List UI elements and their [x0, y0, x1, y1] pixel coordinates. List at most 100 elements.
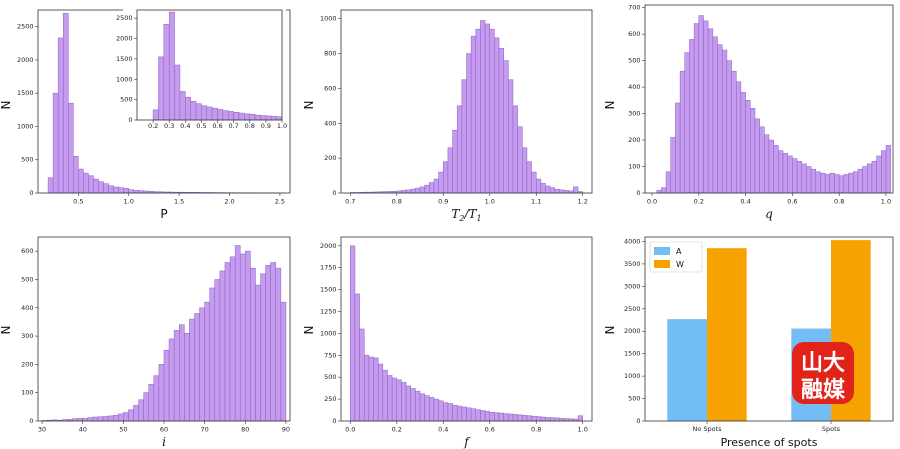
x-tick-label: 1.0: [485, 198, 495, 206]
histogram-bar: [820, 172, 826, 194]
x-axis-label: q: [765, 207, 773, 221]
y-tick-label: 2000: [624, 327, 641, 335]
histogram-bar: [222, 110, 229, 121]
y-axis-label: N: [603, 101, 617, 110]
histogram-bar: [531, 171, 537, 194]
y-tick-label: 300: [628, 110, 640, 118]
histogram-bar: [852, 171, 859, 194]
x-tick-label: 1.0: [881, 198, 891, 206]
histogram-bar: [255, 284, 261, 422]
histogram-bar: [158, 56, 165, 121]
histogram-bar: [750, 108, 756, 194]
histogram-bar: [848, 172, 854, 194]
watermark-text-line2: 融媒: [801, 377, 846, 403]
histogram-period-p: N 0 500 1000 1500 2000 2500 0.5 1.0 1.5 2.0 2.5 P: [0, 9, 291, 221]
plot-frame: [644, 4, 894, 194]
y-tick-label: 1000: [320, 329, 337, 337]
histogram-bar: [419, 186, 425, 194]
x-tick-label: 2.0: [224, 198, 234, 206]
plot-frame: [136, 9, 283, 121]
histogram-bar: [148, 383, 155, 422]
histogram-bar: [387, 375, 393, 422]
y-tick-label: 500: [324, 373, 336, 381]
histogram-bar: [508, 79, 514, 194]
histogram-bar: [545, 185, 551, 194]
histogram-bar: [239, 253, 246, 422]
bar-a-no-spots: [667, 319, 707, 421]
histogram-bar: [782, 153, 788, 194]
histogram-bar: [152, 109, 159, 121]
histogram-bar: [522, 415, 528, 422]
histogram-bar: [138, 399, 144, 422]
x-tick-label: 0.7: [228, 122, 238, 130]
histogram-bar: [452, 404, 458, 422]
x-tick-label: 1.2: [578, 198, 588, 206]
histogram-bar: [410, 188, 416, 194]
histogram-bar: [512, 414, 518, 422]
histogram-bar: [234, 245, 241, 422]
x-tick-label: 0.2: [148, 122, 158, 130]
histogram-bar: [461, 406, 467, 422]
histogram-bar: [665, 171, 671, 194]
histogram-bar: [508, 413, 514, 422]
histogram-bar: [270, 262, 277, 422]
x-tick-label: 1.0: [578, 426, 588, 434]
histogram-bar: [123, 412, 129, 422]
histogram-bar: [108, 185, 114, 194]
histogram-bar: [503, 413, 509, 422]
y-tick-label: 1500: [624, 350, 641, 358]
histogram-bars: [350, 20, 583, 194]
histogram-bar: [158, 364, 165, 422]
histogram-bar: [194, 313, 200, 422]
histogram-bar: [867, 163, 873, 194]
x-tick-label: 0.8: [245, 122, 255, 130]
histogram-bar: [475, 409, 481, 422]
histogram-bar: [531, 415, 537, 422]
histogram-bar: [429, 182, 435, 194]
histogram-bar: [577, 415, 583, 422]
legend-label-w: W: [676, 260, 684, 269]
y-tick-label: 2000: [320, 242, 337, 250]
histogram-bar: [173, 330, 180, 422]
histogram-bar: [179, 91, 186, 121]
histogram-bar: [67, 102, 74, 194]
x-tick-label: 0.9: [438, 198, 448, 206]
y-tick-label: 400: [21, 304, 33, 312]
histogram-bar: [201, 105, 208, 121]
histogram-bar: [52, 92, 59, 194]
histogram-bar: [778, 150, 784, 194]
histogram-bar: [862, 166, 868, 194]
x-tick-label: 2.5: [275, 198, 285, 206]
histogram-bar: [211, 107, 218, 121]
histogram-bar: [424, 395, 430, 422]
histogram-bar: [707, 28, 714, 194]
x-tick-label: 0.3: [164, 122, 174, 130]
histogram-bar: [438, 171, 444, 194]
histogram-bar: [391, 377, 398, 422]
y-tick-label: 0: [29, 189, 33, 197]
histogram-bar: [276, 116, 283, 121]
histogram-bar: [433, 398, 439, 422]
x-tick-label: No Spots: [692, 425, 722, 433]
histogram-bar: [185, 96, 191, 121]
histogram-bar: [128, 409, 134, 422]
histogram-bar: [382, 369, 388, 422]
histogram-bar: [717, 44, 723, 194]
histogram-bar: [796, 160, 803, 194]
y-tick-label: 750: [324, 351, 336, 359]
histogram-bar: [843, 174, 849, 194]
histogram-bar: [661, 187, 667, 194]
histogram-bar: [461, 79, 467, 194]
y-tick-label: 3000: [624, 282, 641, 290]
histogram-bar: [540, 416, 546, 422]
y-axis-label: N: [0, 101, 13, 110]
histogram-bar: [163, 24, 170, 121]
histogram-bar: [429, 397, 435, 422]
y-tick-label: 100: [628, 163, 640, 171]
histogram-bar: [103, 183, 109, 194]
histogram-bar: [174, 64, 181, 121]
x-tick-label: 0.4: [740, 198, 750, 206]
histogram-bar: [876, 155, 882, 194]
histogram-q: N 0 100 200 300 400 500 600 700 0.0 0.2 0.4 0.6 0.8 1…: [603, 4, 894, 221]
y-tick-label: 0: [29, 417, 33, 425]
